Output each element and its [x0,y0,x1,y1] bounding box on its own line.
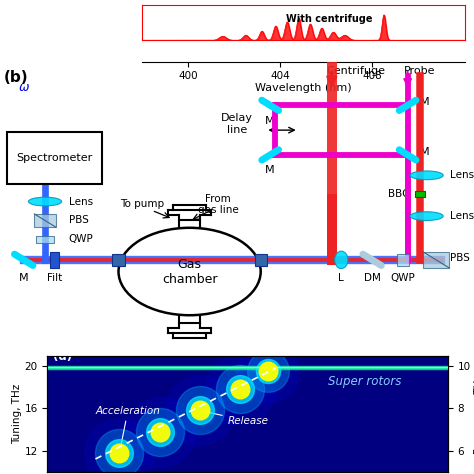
Text: (d): (d) [54,350,73,363]
Text: Spectrometer: Spectrometer [17,153,92,163]
Bar [415,191,425,197]
X-axis label: Wavelength (nm): Wavelength (nm) [255,83,352,93]
Text: Super rotors: Super rotors [328,375,401,388]
Point [116,449,123,456]
Point [264,367,272,375]
Text: QWP: QWP [69,235,93,245]
Text: M: M [265,116,275,126]
Text: M: M [265,165,275,175]
Y-axis label: Tuning, THz: Tuning, THz [12,383,22,444]
Text: Release: Release [203,410,269,426]
Text: Gas
chamber: Gas chamber [162,257,218,285]
Point [236,385,244,393]
Text: Acceleration: Acceleration [95,406,160,449]
Ellipse shape [410,212,443,220]
Point [196,407,203,414]
Bar [7,132,102,184]
Bar [36,236,54,243]
Point [236,385,244,393]
Point [196,407,203,414]
Bar [50,252,59,268]
Text: L: L [338,273,344,283]
Text: Lens: Lens [450,211,474,221]
Text: QWP: QWP [391,273,415,283]
Text: ω: ω [18,82,29,94]
Point [156,428,164,435]
Bar [34,214,56,227]
Bar [112,254,125,265]
Bar [255,254,267,265]
Text: Delay
line: Delay line [221,113,253,135]
Point [156,428,164,435]
Text: Lens: Lens [450,170,474,180]
Point [116,449,123,456]
Text: M: M [19,273,28,283]
Point [264,367,272,375]
Text: BBO: BBO [388,189,410,199]
Point [196,407,203,414]
Text: With centrifuge: With centrifuge [286,14,373,24]
Point [116,449,123,456]
Text: DM: DM [364,273,381,283]
Point [196,407,203,414]
Text: From
gas line: From gas line [198,194,238,215]
Text: PBS: PBS [69,216,89,226]
X-axis label: Wavelength (nm): Wavelength (nm) [255,9,352,19]
Text: PBS: PBS [450,254,470,264]
Ellipse shape [28,197,62,206]
Point [116,449,123,456]
Text: Centrifuge: Centrifuge [326,66,385,76]
Text: M: M [419,147,429,157]
Text: M: M [419,98,429,108]
Text: (b): (b) [4,70,28,85]
Point [156,428,164,435]
Text: To pump: To pump [120,200,164,210]
Ellipse shape [335,251,348,269]
Point [156,428,164,435]
Point [264,367,272,375]
Ellipse shape [410,171,443,180]
Point [264,367,272,375]
Text: Filt: Filt [47,273,62,283]
Bar [397,254,409,265]
Point [236,385,244,393]
Text: Lens: Lens [69,197,93,207]
Point [236,385,244,393]
Text: Probe: Probe [404,66,436,76]
Bar [423,252,449,268]
